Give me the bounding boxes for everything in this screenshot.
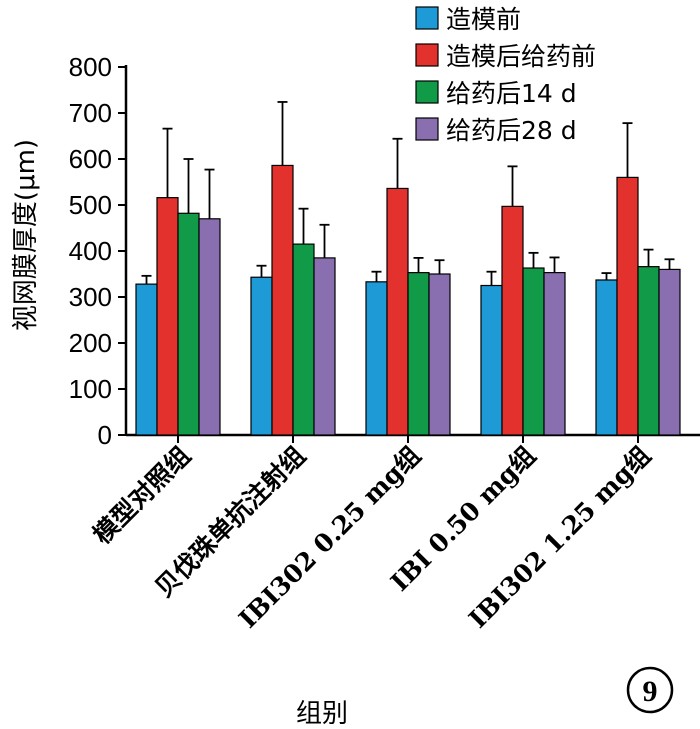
bar	[386, 187, 409, 436]
bar	[637, 266, 660, 436]
legend-swatch	[415, 80, 439, 104]
bar	[428, 273, 451, 436]
legend-label: 给药后14 d	[446, 79, 577, 108]
bar	[198, 218, 221, 436]
y-tick-label: 200	[69, 328, 112, 358]
y-tick-label: 0	[98, 420, 112, 450]
bar	[250, 276, 273, 436]
y-tick-label: 100	[69, 374, 112, 404]
legend-label: 造模后给药前	[446, 42, 596, 71]
bar	[616, 176, 639, 436]
bar	[271, 164, 294, 436]
bar	[156, 197, 179, 436]
y-tick-label: 600	[69, 144, 112, 174]
y-tick-label: 400	[69, 236, 112, 266]
error-bars	[141, 101, 675, 286]
bar	[135, 283, 158, 436]
bar	[658, 268, 681, 436]
bars	[135, 164, 681, 436]
legend-label: 造模前	[446, 5, 521, 34]
bar	[501, 205, 524, 436]
bar	[177, 212, 200, 436]
bar	[292, 243, 315, 436]
legend-swatch	[415, 43, 439, 67]
bar	[522, 267, 545, 436]
y-tick-label: 500	[69, 190, 112, 220]
bar	[595, 279, 618, 436]
y-ticks: 0 100 200 300 400 500 600 700 800	[69, 52, 126, 450]
legend-label: 给药后28 d	[446, 116, 577, 145]
y-tick-label: 800	[69, 52, 112, 82]
figure-number-badge: 9	[626, 666, 674, 714]
legend-swatch	[415, 6, 439, 30]
bar	[407, 272, 430, 436]
bar	[313, 257, 336, 436]
x-category-label: 模型对照组	[87, 441, 196, 550]
x-axis-title: 组别	[296, 699, 348, 729]
figure-number: 9	[643, 675, 658, 708]
y-tick-label: 700	[69, 98, 112, 128]
y-axis-title: 视网膜厚度(μm)	[11, 139, 41, 331]
y-tick-label: 300	[69, 282, 112, 312]
legend-swatch	[415, 117, 439, 141]
bar	[365, 281, 388, 436]
bar	[543, 272, 566, 436]
bar	[480, 284, 503, 436]
